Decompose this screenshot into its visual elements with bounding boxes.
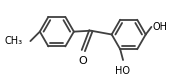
Text: HO: HO	[115, 66, 130, 76]
Text: OH: OH	[152, 22, 167, 32]
Text: CH₃: CH₃	[5, 36, 23, 46]
Text: O: O	[78, 56, 87, 66]
